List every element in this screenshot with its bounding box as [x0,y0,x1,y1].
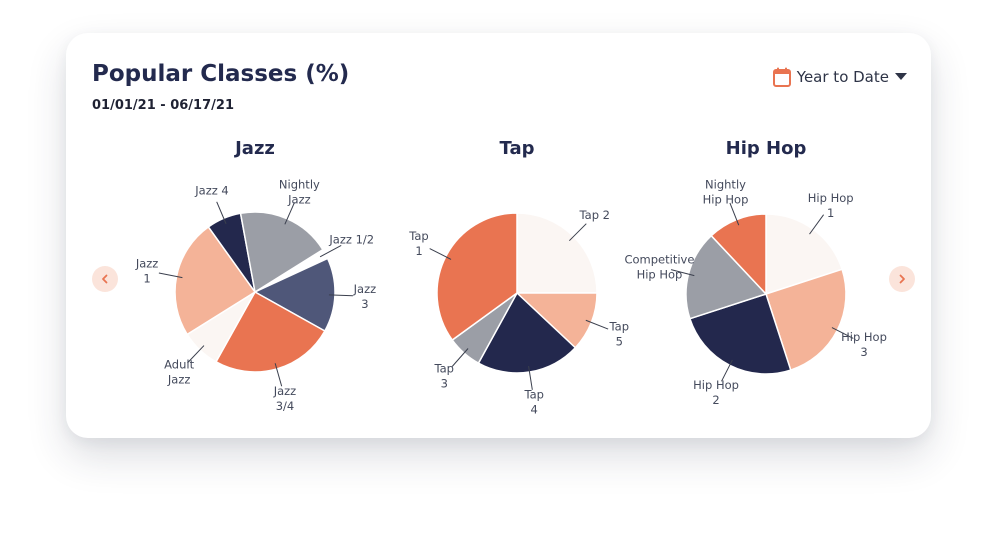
slice-label-tap-1: Tap 1 [408,229,428,258]
leader-line-nightly-jazz [284,202,296,225]
slice-label-line: Hip Hop [637,268,683,282]
slice-label-line: 1 [827,206,834,220]
leader-line-adult-jazz [187,345,205,364]
leader-line-jazz-3-4 [274,363,283,387]
slice-label-line: Hip Hop [693,378,739,392]
slice-label-jazz-4: Jazz 4 [194,184,228,198]
slice-label-line: Tap [408,229,428,243]
leader-line-competitive-hip-hop [670,269,695,277]
slice-label-line: 5 [616,334,623,348]
slice-label-nightly-jazz: Nightly Jazz [279,177,320,206]
slice-label-adult-jazz: Adult Jazz [164,358,194,387]
popular-classes-card: Popular Classes (%) 01/01/21 - 06/17/21 … [66,33,931,438]
slice-label-line: Jazz 4 [194,184,228,198]
slice-label-line: 3 [361,297,368,311]
slice-label-line: Tap [609,319,629,333]
caret-down-icon [895,73,907,80]
slice-label-line: Tap [523,388,543,402]
period-label: Year to Date [796,68,889,86]
date-range: 01/01/21 - 06/17/21 [92,98,234,113]
slice-label-line: 1 [415,244,422,258]
slice-label-line: 4 [531,403,538,417]
slice-label-tap-5: Tap 5 [609,319,629,348]
leader-line-tap-5 [585,319,609,330]
slice-label-line: 1 [143,272,150,286]
slice-label-line: Jazz [287,192,311,206]
period-dropdown[interactable]: Year to Date [772,65,907,89]
slice-label-jazz-3-4: Jazz 3/4 [273,384,297,413]
slice-label-tap-4: Tap 4 [523,388,543,417]
slice-label-line: Jazz 1/2 [328,233,374,247]
slice-label-jazz-1: Jazz 1 [135,257,159,286]
slice-label-competitive-hip-hop: Competitive Hip Hop [624,253,694,282]
leader-line-tap-3 [451,348,469,367]
slice-label-line: Hip Hop [841,330,887,344]
slice-label-hip-hop-1: Hip Hop 1 [808,191,854,220]
next-chart-button[interactable] [889,266,915,292]
slice-label-hip-hop-3: Hip Hop 3 [841,330,887,359]
slice-label-line: 2 [712,393,719,407]
leader-line-tap-4 [528,366,533,390]
leader-line-hip-hop-1 [809,214,825,235]
slice-label-tap-3: Tap 3 [434,362,454,391]
slice-label-line: 3 [441,377,448,391]
leader-line-hip-hop-3 [831,327,854,339]
prev-chart-button[interactable] [92,266,118,292]
slice-label-jazz-1-2: Jazz 1/2 [328,233,374,247]
chart-title: Jazz [233,138,275,159]
slice-label-line: Jazz [135,257,159,271]
slice-label-line: Nightly [705,178,746,192]
card-title: Popular Classes (%) [92,61,350,87]
leader-line-jazz-1-2 [319,244,342,258]
leader-line-jazz-3 [328,294,353,297]
slice-label-line: Hip Hop [703,193,749,207]
calendar-icon [772,67,791,87]
leader-line-jazz-4 [216,201,227,225]
leader-line-tap-2 [568,223,587,242]
leader-line-jazz-1 [158,272,183,279]
slice-label-line: Nightly [279,177,320,191]
leader-line-tap-1 [429,248,452,260]
slice-label-line: Competitive [624,253,694,267]
chart-title: Hip Hop [726,138,807,159]
slice-label-line: Tap 2 [579,208,610,222]
slice-label-line: Jazz [353,282,377,296]
slice-label-line: 3 [860,345,867,359]
leader-line-nightly-hip-hop [729,202,740,226]
slice-label-jazz-3: Jazz 3 [353,282,377,311]
slice-label-line: Adult [164,358,194,372]
chevron-right-icon [899,274,905,284]
chart-title: Tap [500,138,535,159]
slice-label-line: Jazz [273,384,297,398]
slice-label-line: 3/4 [276,399,295,413]
chevron-left-icon [102,274,108,284]
slice-label-line: Hip Hop [808,191,854,205]
slice-label-line: Tap [434,362,454,376]
slice-label-nightly-hip-hop: Nightly Hip Hop [703,178,749,207]
slice-label-hip-hop-2: Hip Hop 2 [693,378,739,407]
leader-line-hip-hop-2 [721,359,733,382]
slice-label-tap-2: Tap 2 [579,208,610,222]
slice-label-line: Jazz [167,373,191,387]
